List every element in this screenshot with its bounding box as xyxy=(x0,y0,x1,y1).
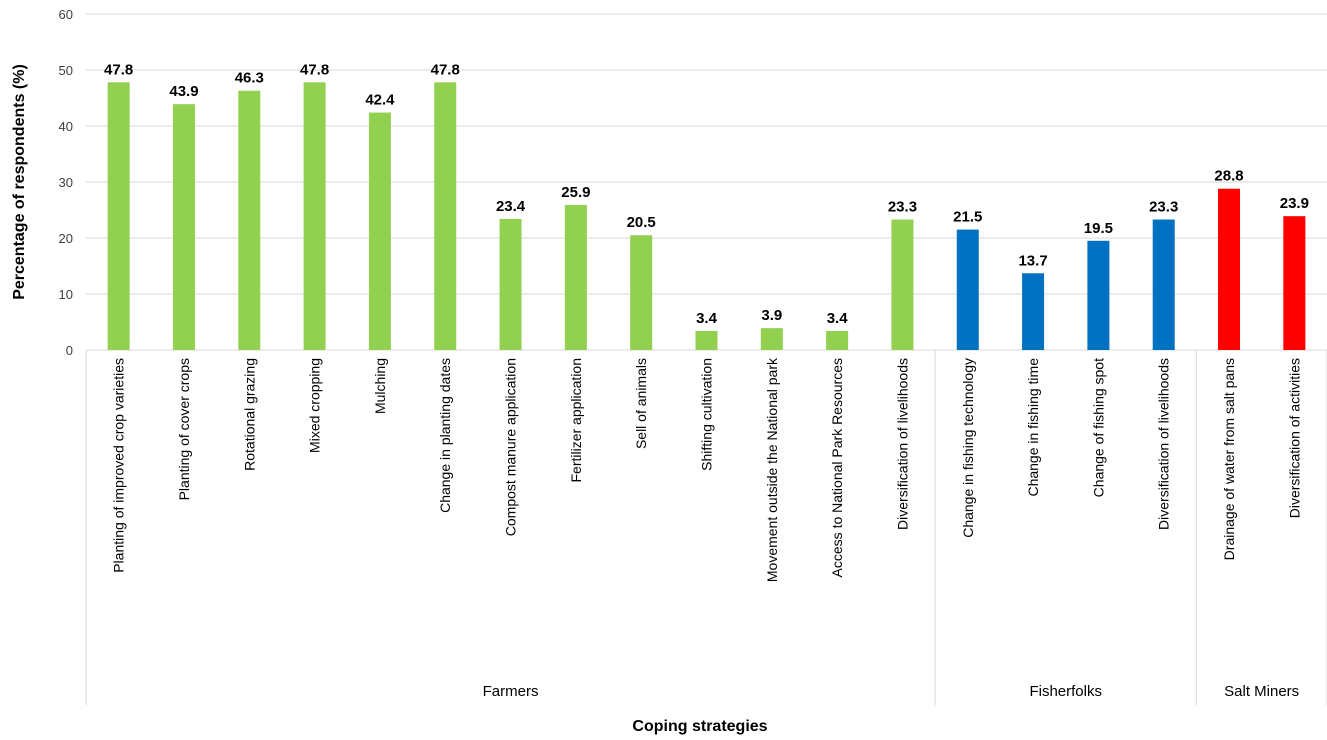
data-label: 13.7 xyxy=(1018,252,1047,269)
data-label: 19.5 xyxy=(1084,220,1113,237)
data-label: 28.8 xyxy=(1214,168,1243,185)
y-tick-label: 10 xyxy=(59,287,73,302)
bar xyxy=(826,330,849,350)
bar xyxy=(368,112,391,350)
category-label: Planting of improved crop varieties xyxy=(111,358,127,573)
bar xyxy=(1022,273,1045,350)
bar xyxy=(564,204,587,350)
category-label: Change in fishing time xyxy=(1025,358,1041,497)
y-tick-label: 60 xyxy=(59,7,73,22)
bar xyxy=(1218,188,1241,350)
category-label: Shifting cultivation xyxy=(699,358,715,471)
category-label: Drainage of water from salt pans xyxy=(1221,358,1237,560)
group-label: Fisherfolks xyxy=(1029,683,1102,700)
bar xyxy=(499,218,522,350)
category-label: Change in planting dates xyxy=(437,358,453,513)
category-label: Sell of animals xyxy=(633,358,649,449)
category-label: Rotational grazing xyxy=(241,358,257,471)
category-label: Change in fishing technology xyxy=(960,358,976,538)
data-label: 25.9 xyxy=(561,184,590,201)
bar xyxy=(303,82,326,350)
bar xyxy=(1152,219,1175,350)
bars xyxy=(107,82,1306,350)
data-label: 23.9 xyxy=(1280,195,1309,212)
y-axis-title: Percentage of respondents (%) xyxy=(11,64,28,300)
data-label: 20.5 xyxy=(627,214,656,231)
group-label: Farmers xyxy=(483,683,539,700)
bar xyxy=(1087,240,1110,350)
bar xyxy=(172,104,195,350)
x-axis-title: Coping strategies xyxy=(632,718,767,735)
data-label: 43.9 xyxy=(169,83,198,100)
data-label: 47.8 xyxy=(104,61,133,78)
bar xyxy=(238,90,261,350)
category-label: Movement outside the National park xyxy=(764,357,780,582)
bar xyxy=(630,235,653,350)
bar xyxy=(956,229,979,350)
y-tick-label: 50 xyxy=(59,63,73,78)
data-label: 47.8 xyxy=(431,61,460,78)
category-label: Mulching xyxy=(372,358,388,414)
bar xyxy=(434,82,457,350)
data-label: 46.3 xyxy=(235,70,264,87)
data-label: 3.4 xyxy=(827,310,849,327)
y-tick-label: 30 xyxy=(59,175,73,190)
gridlines xyxy=(85,13,1327,705)
y-tick-label: 0 xyxy=(66,343,73,358)
category-label: Access to National Park Resources xyxy=(829,358,845,577)
category-label: Planting of cover crops xyxy=(176,358,192,500)
data-label: 23.3 xyxy=(888,199,917,216)
data-label: 23.4 xyxy=(496,198,526,215)
bar xyxy=(695,330,718,350)
data-label: 3.4 xyxy=(696,310,718,327)
y-tick-label: 20 xyxy=(59,231,73,246)
data-label: 42.4 xyxy=(365,92,395,109)
y-tick-label: 40 xyxy=(59,119,73,134)
data-label: 47.8 xyxy=(300,61,329,78)
data-label: 23.3 xyxy=(1149,199,1178,216)
category-label: Diversification of livelihoods xyxy=(894,358,910,530)
category-label: Compost manure application xyxy=(503,358,519,536)
bar xyxy=(107,82,130,350)
category-label: Diversification of livelihoods xyxy=(1156,358,1172,530)
labels: 0 10 20 30 40 50 60 47.8 Planting of improved cr… xyxy=(59,7,1309,700)
category-label: Fertilizer application xyxy=(568,358,584,483)
data-label: 3.9 xyxy=(761,307,782,324)
category-label: Mixed cropping xyxy=(307,358,323,453)
bar xyxy=(891,219,914,350)
category-label: Change of fishing spot xyxy=(1090,358,1106,497)
category-label: Diversification of activities xyxy=(1286,358,1302,518)
bar xyxy=(1283,216,1306,350)
data-label: 21.5 xyxy=(953,209,982,226)
group-label: Salt Miners xyxy=(1224,683,1299,700)
bar xyxy=(760,328,783,350)
